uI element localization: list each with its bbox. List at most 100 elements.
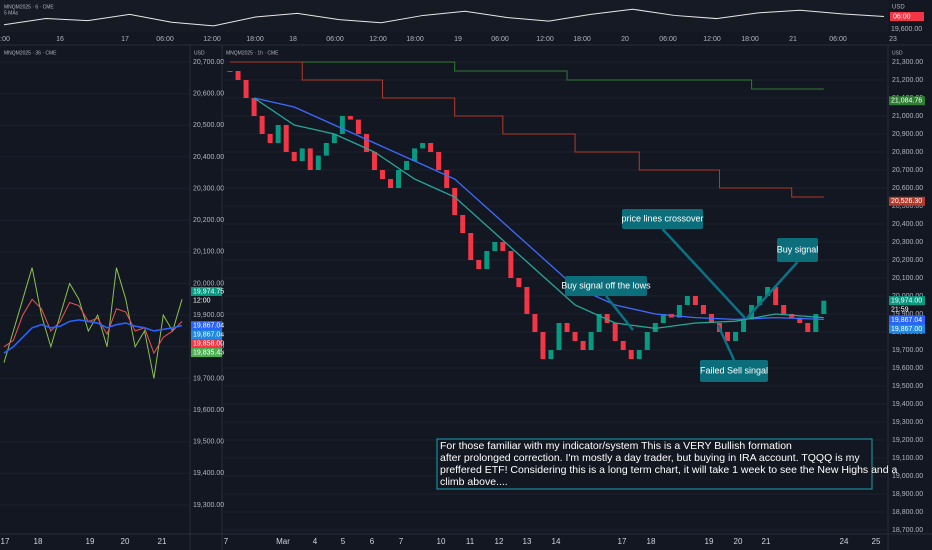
time-label: 20 (621, 36, 629, 43)
y-tick-label: 20,400.00 (193, 154, 224, 161)
candle (267, 134, 273, 143)
time-label: 06:00 (156, 36, 174, 43)
candle (404, 161, 410, 170)
y-tick-label: 19,600.00 (193, 407, 224, 414)
candle (596, 314, 602, 332)
annotation-box (700, 360, 768, 382)
candle (291, 152, 297, 161)
candle (524, 287, 530, 314)
top-strip (0, 0, 888, 32)
price-tag (889, 196, 925, 206)
y-tick-label: 20,100.00 (892, 275, 923, 282)
time-label: 18:00 (406, 36, 424, 43)
x-tick-label: 25 (872, 537, 881, 546)
time-label: 17 (121, 36, 129, 43)
candle (412, 148, 418, 161)
countdown: 12:00 (193, 297, 211, 304)
candle (813, 314, 819, 332)
price-tag (191, 348, 222, 358)
candle (363, 134, 369, 152)
candle (612, 323, 618, 341)
candle (588, 332, 594, 350)
candle (299, 148, 305, 161)
candle (821, 300, 827, 314)
candle (516, 278, 522, 287)
annotation-box (565, 276, 647, 296)
candle (660, 314, 666, 323)
candle (476, 260, 482, 269)
candle (700, 305, 706, 314)
candle (420, 143, 426, 149)
x-tick-label: 7 (399, 537, 404, 546)
candle (652, 323, 658, 332)
candle (765, 287, 771, 296)
arrow (605, 295, 634, 331)
candle (347, 116, 353, 120)
x-tick-label: 17 (618, 537, 627, 546)
x-tick-label: 5 (341, 537, 346, 546)
candle (797, 317, 803, 323)
y-tick-label: 19,400.00 (892, 401, 923, 408)
y-tick-label: 20,700.00 (193, 59, 224, 66)
x-tick-label: 14 (552, 537, 561, 546)
y-tick-label: 20,900.00 (892, 131, 923, 138)
currency: USD (194, 50, 205, 56)
time-label: 18:00 (573, 36, 591, 43)
candle (644, 332, 650, 350)
candle (604, 314, 610, 323)
time-label: 12:00 (369, 36, 387, 43)
x-tick-label: 12 (495, 537, 504, 546)
price-tag-text: 19,835.43 (193, 349, 224, 356)
candle (532, 314, 538, 332)
candle (500, 242, 506, 251)
candle (580, 341, 586, 350)
x-tick-label: 19 (86, 537, 95, 546)
candle (540, 332, 546, 359)
y-tick-label: 19,000.00 (892, 473, 923, 480)
candle (692, 296, 698, 305)
x-tick-label: 20 (734, 537, 743, 546)
y-tick-label: 18,800.00 (892, 509, 923, 516)
price-tag-text: 21,084.76 (891, 98, 922, 105)
x-tick-label: Mar (276, 537, 290, 546)
time-label: 19 (454, 36, 462, 43)
time-label: 18:00 (246, 36, 264, 43)
candle (452, 188, 458, 215)
price-tag-text: 19,867.04 (891, 317, 922, 324)
time-label: 18 (289, 36, 297, 43)
annotation: Failed Sell singal (700, 365, 768, 375)
y-tick-label: 19,700.00 (193, 375, 224, 382)
y-tick-label: 20,500.00 (193, 122, 224, 129)
ma-line (253, 97, 824, 330)
x-tick-label: 13 (523, 537, 532, 546)
annotation: Buy signal off the lows (561, 280, 651, 290)
time-tag-text: 06:00 (893, 13, 911, 20)
annotation-box (622, 209, 703, 229)
time-label: 06:00 (659, 36, 677, 43)
x-tick-label: 6 (370, 537, 375, 546)
x-tick-label: 10 (437, 537, 446, 546)
candle (468, 233, 474, 260)
price-tag-text: 19,867.04 (193, 331, 224, 338)
candle (371, 152, 377, 170)
x-tick-label: 11 (466, 537, 475, 546)
candle (564, 323, 570, 332)
price-tag-text: 19,867.04 (193, 322, 224, 329)
y-tick-label: 20,100.00 (193, 249, 224, 256)
candle (235, 71, 241, 80)
annotation: Buy signal (777, 244, 819, 254)
candle (676, 305, 682, 318)
price-tag (191, 321, 222, 331)
arrow (716, 324, 736, 361)
candle (508, 251, 514, 278)
candle (460, 215, 466, 233)
price-tag-text: 20,526.30 (891, 198, 922, 205)
y-tick-label: 21,200.00 (892, 77, 923, 84)
candle (428, 143, 434, 152)
step-line (230, 61, 824, 198)
ma-line (253, 97, 824, 321)
x-tick-label: 21 (762, 537, 771, 546)
candle (379, 170, 385, 179)
candle (275, 125, 281, 143)
